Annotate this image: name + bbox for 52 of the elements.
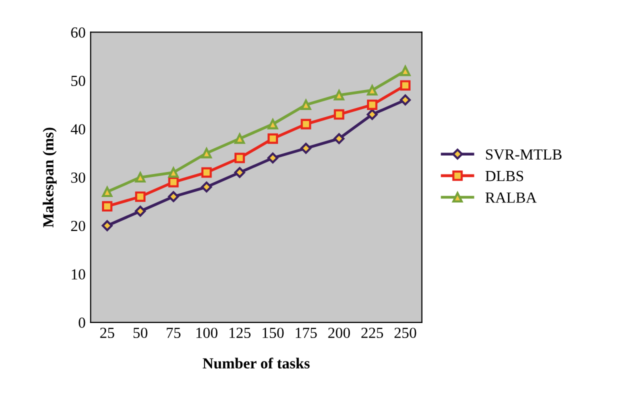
point [168, 176, 179, 188]
point [300, 100, 312, 110]
point [400, 94, 411, 106]
point [201, 182, 212, 192]
point [168, 191, 179, 202]
point [400, 66, 411, 76]
x-tick-label: 200 [328, 328, 350, 338]
x-tick-label: 50 [134, 328, 148, 338]
x-tick-label: 175 [296, 328, 317, 338]
x-tick-label: 125 [230, 328, 251, 338]
point [102, 220, 113, 232]
point [366, 85, 378, 96]
y-tick-label: 0 [78, 318, 86, 328]
legend-label: RALBA [485, 192, 537, 203]
y-tick-label: 30 [71, 172, 86, 183]
point [234, 133, 245, 144]
point [334, 133, 345, 144]
y-tick-label: 20 [71, 220, 86, 232]
y-tick-label: 10 [72, 269, 86, 280]
point [201, 148, 212, 158]
y-tick-label: 40 [70, 124, 86, 134]
x-tick-label: 75 [166, 328, 180, 338]
point [268, 133, 278, 144]
x-tick-label: 225 [361, 328, 384, 338]
legend-label: DLBS [485, 170, 524, 182]
point [102, 186, 112, 198]
point [268, 118, 278, 130]
x-tick-label: 250 [394, 328, 416, 338]
x-tick-label: 100 [196, 328, 218, 338]
point [102, 201, 112, 212]
legend-label: SVR-MTLB [486, 149, 562, 160]
point [201, 167, 212, 178]
point [168, 167, 179, 178]
point [134, 206, 146, 217]
x-tick-label: 150 [262, 328, 284, 338]
point [400, 80, 411, 91]
point [234, 167, 246, 178]
point [234, 152, 245, 164]
point [366, 108, 378, 120]
point [366, 100, 378, 110]
point [267, 152, 278, 164]
point [300, 142, 312, 154]
point [334, 109, 344, 120]
point [135, 191, 146, 202]
x-axis-title: Number of tasks [202, 358, 310, 369]
point [334, 90, 344, 100]
point [300, 118, 312, 130]
y-tick-label: 50 [71, 76, 86, 86]
x-tick-label: 25 [100, 328, 114, 338]
y-axis-title: Makespan (ms) [42, 128, 57, 228]
y-tick-label: 60 [71, 27, 86, 38]
point [135, 172, 146, 183]
